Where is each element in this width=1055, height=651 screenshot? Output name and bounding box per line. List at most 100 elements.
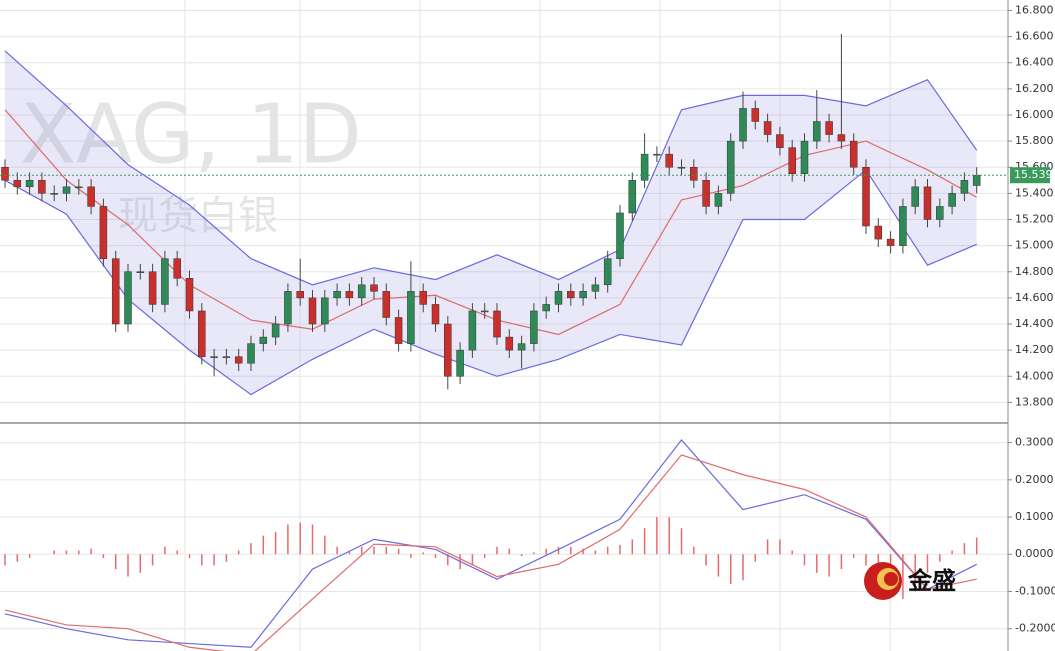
candle-body	[530, 310, 538, 344]
last-price-box	[1010, 167, 1050, 184]
candle-body	[554, 291, 563, 305]
candle-body	[653, 153, 661, 156]
candle-body	[542, 304, 550, 312]
candle-body	[800, 140, 809, 175]
y-tick-label: 16.800	[1015, 3, 1054, 16]
candle-body	[456, 349, 464, 377]
candle-body	[345, 291, 354, 299]
candle-body	[13, 180, 22, 188]
candle-body	[185, 278, 194, 312]
candle-body	[468, 310, 477, 351]
y-tick-label: 14.600	[1015, 291, 1054, 304]
y-tick-label: 16.600	[1015, 30, 1054, 43]
candle-body	[247, 343, 255, 364]
candle-body	[702, 180, 710, 207]
candle-body	[136, 271, 145, 274]
candle-body	[886, 238, 895, 246]
candle-body	[357, 284, 366, 299]
candle-body	[271, 323, 280, 338]
candle-body	[62, 186, 71, 194]
candle-body	[923, 186, 932, 220]
candle-body	[222, 356, 231, 358]
candle-body	[75, 186, 83, 189]
candle-body	[677, 166, 686, 169]
candle-body	[431, 304, 440, 325]
candle-body	[616, 212, 624, 259]
candle-body	[628, 180, 637, 214]
candle-body	[640, 153, 649, 181]
candle-body	[776, 134, 784, 148]
candle-body	[849, 140, 858, 168]
candle-body	[50, 193, 58, 195]
candle-body	[911, 186, 919, 207]
candle-body	[726, 140, 735, 194]
watermark-sub: 现货白银	[118, 193, 278, 239]
y-tick-label: 15.200	[1015, 212, 1054, 225]
candle-body	[579, 291, 587, 299]
candle-body	[714, 193, 723, 207]
candle-body	[321, 297, 329, 325]
candle-body	[407, 291, 415, 344]
band-lower	[4, 168, 977, 396]
candle-body	[419, 291, 427, 305]
candle-body	[505, 336, 514, 351]
candle-body	[38, 180, 46, 194]
candle-body	[111, 258, 120, 325]
candle-body	[370, 284, 378, 292]
candle-body	[763, 121, 772, 135]
y-tick-label: 16.200	[1015, 82, 1054, 95]
y-tick-label: 14.000	[1015, 369, 1054, 382]
y-tick-label: 14.800	[1015, 265, 1054, 278]
candle-body	[296, 291, 304, 299]
candle-body	[210, 356, 218, 358]
candle-body	[444, 323, 452, 377]
candle-body	[972, 174, 981, 186]
candle-body	[87, 186, 95, 207]
y-tick-label: 15.400	[1015, 186, 1054, 199]
candle-body	[148, 271, 157, 305]
watermark: XAG, 1D	[20, 87, 362, 182]
candle-body	[837, 134, 846, 142]
candle-body	[874, 225, 883, 240]
candle-body	[960, 180, 969, 194]
candle-body	[739, 108, 747, 142]
y-tick-label: 0.1000	[1015, 510, 1054, 523]
y-tick-label: 13.800	[1015, 395, 1054, 408]
y-tick-label: -0.2000	[1015, 622, 1055, 635]
candle-body	[493, 310, 501, 338]
candle-body	[308, 297, 317, 325]
candle-body	[25, 180, 34, 188]
candle-body	[603, 258, 612, 286]
y-tick-label: 0.3000	[1015, 436, 1054, 449]
candle-body	[284, 291, 292, 325]
candle-body	[173, 258, 181, 279]
candle-body	[788, 147, 796, 175]
candle-body	[394, 317, 403, 344]
candle-body	[333, 291, 341, 299]
y-tick-label: 15.800	[1015, 134, 1054, 147]
macd-line	[4, 439, 977, 648]
candle-body	[751, 108, 760, 122]
candle-body	[161, 258, 169, 305]
candle-body	[591, 284, 600, 292]
candle-body	[234, 356, 243, 364]
candle-body	[480, 310, 489, 313]
candle-body	[936, 206, 944, 220]
y-tick-label: 14.200	[1015, 343, 1054, 356]
logo-text: 金盛	[907, 567, 956, 595]
candle-body	[948, 193, 956, 207]
candle-body	[99, 206, 108, 259]
band-fill	[5, 50, 977, 395]
candle-body	[862, 166, 870, 227]
band-upper	[4, 50, 978, 286]
y-tick-label: 0.0000	[1015, 547, 1054, 560]
candle-body	[690, 166, 698, 181]
logo: 金盛	[864, 562, 956, 600]
candle-body	[198, 310, 206, 357]
candle-body	[382, 291, 391, 318]
y-tick-label: 14.400	[1015, 317, 1054, 330]
candle-body	[1, 166, 9, 181]
macd-line	[4, 454, 977, 651]
last-price-label: 15.539	[1014, 168, 1053, 181]
